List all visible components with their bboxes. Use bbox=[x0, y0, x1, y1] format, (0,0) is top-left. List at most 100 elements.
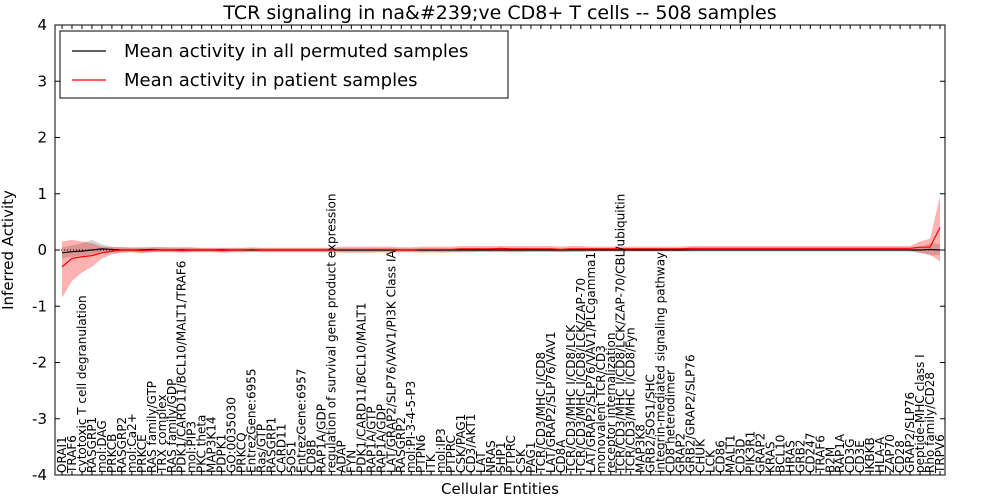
x-tick-label: TCR/CD3/MHC I/CD8/LCK bbox=[564, 324, 578, 474]
x-tick-label: GRAP2 bbox=[753, 433, 767, 473]
y-tick-label: 2 bbox=[37, 129, 47, 147]
y-tick-label: 1 bbox=[37, 185, 47, 203]
x-tick-label: PTPRC bbox=[504, 435, 518, 473]
x-tick-label: RAP1A/GDP bbox=[314, 404, 328, 473]
legend: Mean activity in all permuted samples Me… bbox=[59, 30, 509, 99]
x-tick-label: RAS family/GDP bbox=[165, 379, 179, 473]
x-tick-label: monovalent TCR/CD3 bbox=[594, 345, 608, 473]
x-tick-label: PRKCE bbox=[135, 434, 149, 473]
x-tick-label: RAP1A/GDP bbox=[374, 404, 388, 473]
x-tick-label: integrin-mediated signaling pathway bbox=[654, 252, 668, 473]
x-tick-label: receptor internalization bbox=[604, 333, 618, 473]
x-tick-label: CD8 heterodimer bbox=[664, 370, 678, 473]
y-tick-label: 3 bbox=[37, 72, 47, 90]
x-tick-label: TCR/CD3/MHC I/CD8 bbox=[534, 352, 548, 474]
x-tick-label: KRAS bbox=[763, 441, 777, 473]
x-tick-label: EntrezGene:6955 bbox=[245, 369, 259, 474]
x-tick-label: RASGRP1 bbox=[265, 417, 279, 473]
x-tick-label: TRPV6 bbox=[933, 434, 947, 474]
x-tick-label: TCR/CD3/MHC I/CD8/LCK/ZAP-70 bbox=[574, 278, 588, 474]
x-tick-label: regulation of survival gene product expr… bbox=[324, 194, 338, 473]
x-tick-label: SOS1 bbox=[284, 441, 298, 473]
x-tick-label: RASGRP2 bbox=[115, 417, 129, 473]
x-tick-label: GO:0035030 bbox=[225, 397, 239, 473]
x-tick-label: Ras/GTP bbox=[255, 424, 269, 473]
x-tick-label: mol:PIP3 bbox=[185, 421, 199, 473]
x-tick-label: ZAP70 bbox=[883, 434, 897, 473]
x-tick-label: mol:IP3 bbox=[434, 428, 448, 473]
x-tick-label: CD3D bbox=[733, 439, 747, 474]
x-tick-label: CD8B bbox=[304, 440, 318, 474]
legend-box bbox=[59, 30, 509, 99]
x-tick-label: PTPRC bbox=[444, 435, 458, 473]
x-tick-label: CD8A bbox=[554, 439, 568, 473]
x-axis-label: Cellular Entities bbox=[441, 480, 559, 498]
x-tick-label: CSK bbox=[514, 448, 528, 473]
legend-label-permuted: Mean activity in all permuted samples bbox=[124, 41, 468, 62]
y-tick-label: -1 bbox=[32, 297, 47, 315]
chart-title: TCR signaling in na&#239;ve CD8+ T cells… bbox=[222, 2, 776, 24]
x-tick-label: GRB2/GRAP2/SLP76 bbox=[684, 354, 698, 473]
x-tick-label: ORAI1 bbox=[55, 436, 69, 473]
x-tick-label: MAP3K8 bbox=[634, 424, 648, 473]
x-tick-label: GRAP2 bbox=[674, 433, 688, 473]
x-tick-label: HLA-A bbox=[873, 436, 887, 473]
x-tick-label: TRAF6 bbox=[813, 435, 827, 474]
x-tick-label: LAT/GRAP2/SLP76/VAV1/PI3K Class IA bbox=[384, 249, 398, 473]
x-tick-label: peptide-MHC class I bbox=[913, 354, 927, 473]
y-axis-ticks: -4 -3 -2 -1 0 1 2 3 4 bbox=[32, 16, 945, 484]
x-tick-label: CARD11 bbox=[275, 424, 289, 473]
x-tick-label: LCK bbox=[704, 449, 718, 473]
y-tick-label: 4 bbox=[37, 16, 47, 34]
x-tick-label: HRAS bbox=[783, 440, 797, 473]
legend-label-patient: Mean activity in patient samples bbox=[124, 70, 418, 91]
x-tick-label: ITK bbox=[424, 453, 438, 473]
x-tick-label: RASGRP1 bbox=[85, 417, 99, 473]
x-tick-label: PDK1/CARD11/BCL10/MALT1 bbox=[354, 303, 368, 473]
x-tick-label: LAT bbox=[474, 451, 488, 473]
x-tick-label: cytotoxic T cell degranulation bbox=[75, 295, 89, 473]
x-tick-label: PDPK1 bbox=[215, 434, 229, 473]
series-lines bbox=[61, 227, 941, 268]
x-tick-label: CSK/PAG1 bbox=[454, 414, 468, 473]
x-tick-label: PIK3R1 bbox=[743, 431, 757, 473]
x-tick-label: CD3G bbox=[843, 438, 857, 473]
x-tick-label: CHUK bbox=[694, 438, 708, 473]
x-tick-label: CD28 bbox=[893, 440, 907, 473]
x-tick-label: mol:DAG bbox=[95, 420, 109, 473]
y-tick-label: -2 bbox=[32, 354, 47, 372]
x-tick-label: GRB2 bbox=[793, 439, 807, 473]
x-tick-label: CD3E bbox=[853, 440, 867, 473]
x-tick-label: TRX complex bbox=[155, 394, 169, 474]
band-series-0 bbox=[62, 239, 940, 259]
line-series-1 bbox=[61, 227, 941, 268]
x-tick-label: mol:PI-3-4-5-P3 bbox=[404, 381, 418, 473]
x-tick-label: EntrezGene:6957 bbox=[294, 369, 308, 474]
x-tick-label: Rho family/CD28 bbox=[923, 372, 937, 473]
x-tick-label: mol:Ca2+ bbox=[125, 413, 139, 473]
x-tick-label: ADAP bbox=[334, 440, 348, 473]
x-tick-label: PTPN6 bbox=[414, 435, 428, 473]
x-tick-label: CD247 bbox=[803, 432, 817, 473]
x-tick-label: NRAS bbox=[484, 440, 498, 473]
x-tick-label: PRKCB bbox=[105, 434, 119, 473]
x-tick-label: PRKCQ bbox=[235, 432, 249, 473]
band-series-1 bbox=[62, 196, 940, 298]
x-tick-label: RASGRP2 bbox=[394, 417, 408, 473]
x-axis-ticks: ORAI1 TRAF6 cytotoxic T cell degranulation… bbox=[55, 25, 947, 475]
y-tick-label: -4 bbox=[32, 466, 47, 484]
x-tick-label: RAP1A bbox=[833, 433, 847, 473]
x-tick-label: GRAP2/SLP76 bbox=[903, 392, 917, 473]
x-tick-label: MAP3K14 bbox=[205, 416, 219, 473]
x-tick-label: PKC theta bbox=[195, 415, 209, 473]
y-axis-label: Inferred Activity bbox=[0, 190, 17, 310]
x-tick-label: SHP1 bbox=[494, 441, 508, 473]
x-tick-label: BCL10 bbox=[773, 435, 787, 473]
y-tick-label: 0 bbox=[37, 241, 47, 259]
x-tick-label: MALT1 bbox=[723, 434, 737, 473]
x-tick-label: RAS family/GTP bbox=[145, 381, 159, 473]
x-tick-label: LAT/GRAP2/SLP76/VAV1/PLCgamma1 bbox=[584, 252, 598, 473]
x-tick-label: PDK1/CARD11/BCL10/MALT1/TRAF6 bbox=[175, 261, 189, 473]
x-tick-label: FYN bbox=[344, 450, 358, 473]
